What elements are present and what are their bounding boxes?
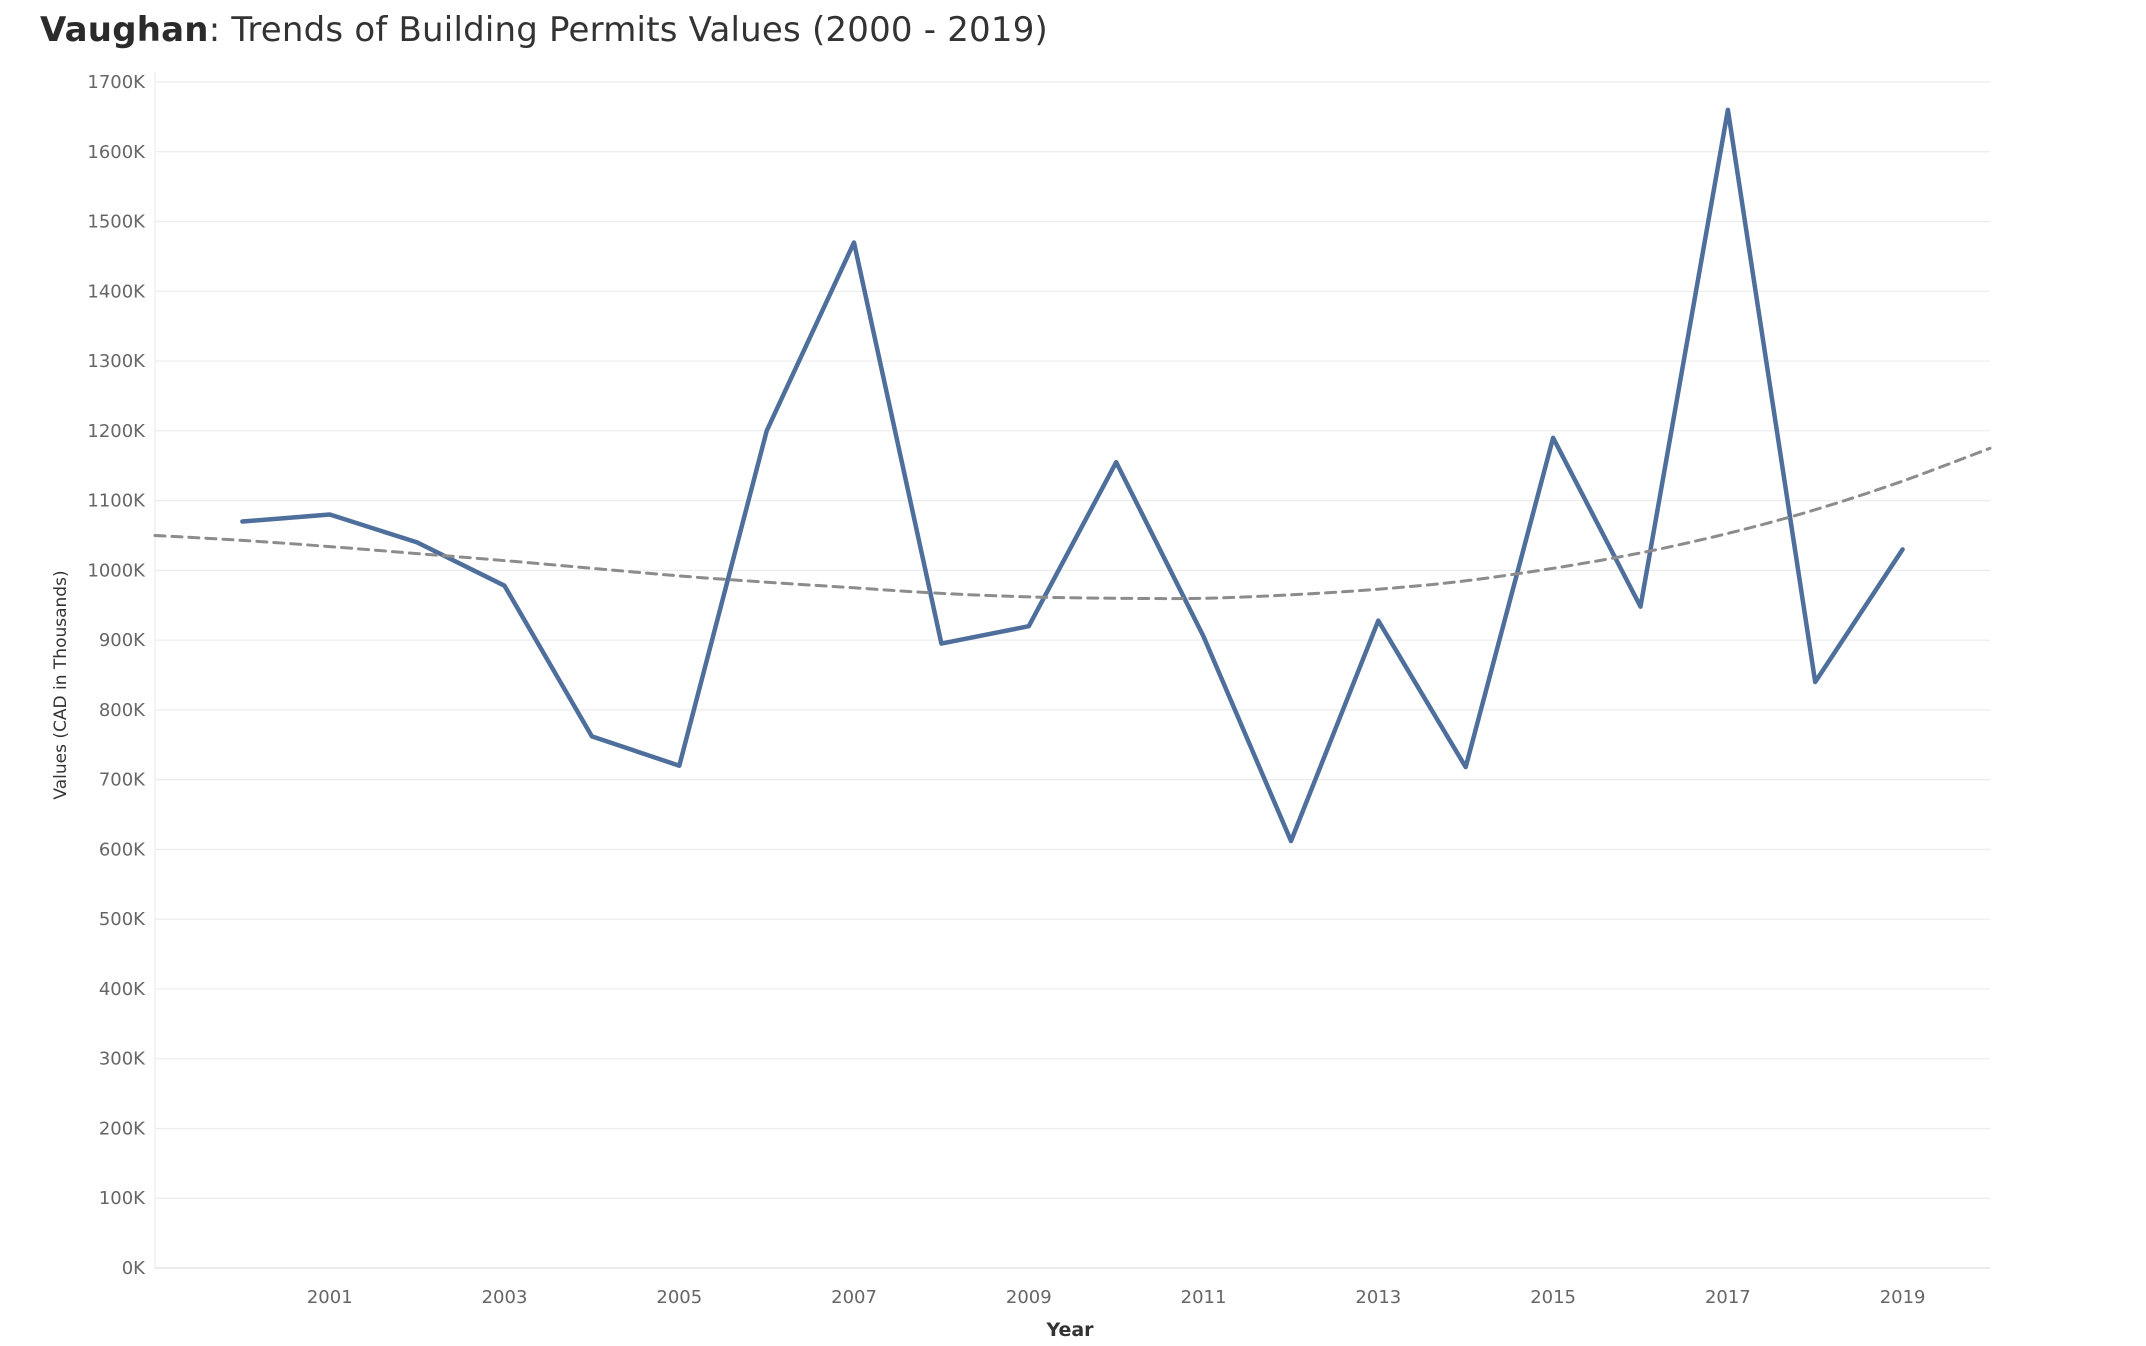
- y-axis-ticks: 0K 100K 200K 300K 400K 500K 600K 700K 800K 900K 10…: [87, 72, 146, 1279]
- y-tick-label: 1300K: [87, 351, 146, 372]
- chart-title: Vaughan: Trends of Building Permits Valu…: [40, 10, 1048, 50]
- y-tick-label: 100K: [99, 1188, 146, 1209]
- data-point[interactable]: [1551, 436, 1555, 440]
- data-point[interactable]: [1813, 680, 1817, 684]
- data-point[interactable]: [415, 540, 419, 544]
- axes: [154, 72, 1990, 1269]
- data-point[interactable]: [677, 764, 681, 768]
- chart-title-city: Vaughan: [40, 10, 209, 50]
- y-tick-label: 900K: [99, 630, 146, 651]
- x-axis-ticks: 2001 2003 2005 2007 2009 2011 2013 2015 2017 2019: [307, 1287, 1926, 1308]
- x-tick-label: 2001: [307, 1287, 353, 1308]
- x-tick-label: 2009: [1006, 1287, 1052, 1308]
- data-point[interactable]: [1726, 108, 1730, 112]
- x-tick-label: 2017: [1705, 1287, 1751, 1308]
- data-point[interactable]: [328, 513, 332, 517]
- y-tick-label: 1400K: [87, 281, 146, 302]
- data-point[interactable]: [1376, 619, 1380, 623]
- x-tick-label: 2013: [1355, 1287, 1401, 1308]
- y-tick-label: 600K: [99, 839, 146, 860]
- x-axis-label: Year: [1045, 1319, 1094, 1341]
- data-point[interactable]: [765, 429, 769, 433]
- y-tick-label: 800K: [99, 700, 146, 721]
- y-tick-label: 1200K: [87, 421, 146, 442]
- x-tick-label: 2019: [1880, 1287, 1926, 1308]
- data-point[interactable]: [1639, 605, 1643, 609]
- chart-title-text: : Trends of Building Permits Values (200…: [208, 10, 1049, 50]
- x-tick-label: 2005: [656, 1287, 702, 1308]
- y-tick-label: 1600K: [87, 142, 146, 163]
- x-tick-label: 2015: [1530, 1287, 1576, 1308]
- series: [153, 107, 1992, 844]
- y-tick-label: 1700K: [87, 72, 146, 93]
- data-point[interactable]: [1202, 635, 1206, 639]
- x-tick-label: 2011: [1181, 1287, 1227, 1308]
- y-tick-label: 1100K: [87, 491, 146, 512]
- x-tick-label: 2007: [831, 1287, 877, 1308]
- y-tick-label: 700K: [99, 770, 146, 791]
- data-point[interactable]: [1027, 624, 1031, 628]
- y-tick-label: 0K: [122, 1258, 146, 1279]
- y-tick-label: 500K: [99, 909, 146, 930]
- data-point[interactable]: [590, 734, 594, 738]
- data-point[interactable]: [240, 520, 244, 524]
- y-tick-label: 400K: [99, 979, 146, 1000]
- data-point[interactable]: [1114, 460, 1118, 464]
- data-point[interactable]: [1289, 839, 1293, 843]
- y-tick-label: 300K: [99, 1049, 146, 1070]
- data-point[interactable]: [1464, 765, 1468, 769]
- data-point[interactable]: [852, 241, 856, 245]
- y-axis-label: Values (CAD in Thousands): [51, 570, 71, 799]
- data-point[interactable]: [1901, 547, 1905, 551]
- grid-lines: [155, 81, 1990, 1269]
- series-line: [240, 107, 1905, 844]
- data-point[interactable]: [503, 584, 507, 588]
- data-point[interactable]: [939, 642, 943, 646]
- x-tick-label: 2003: [482, 1287, 528, 1308]
- y-tick-label: 1000K: [87, 560, 146, 581]
- y-tick-label: 1500K: [87, 212, 146, 233]
- trend-line: [153, 446, 1992, 601]
- y-tick-label: 200K: [99, 1118, 146, 1139]
